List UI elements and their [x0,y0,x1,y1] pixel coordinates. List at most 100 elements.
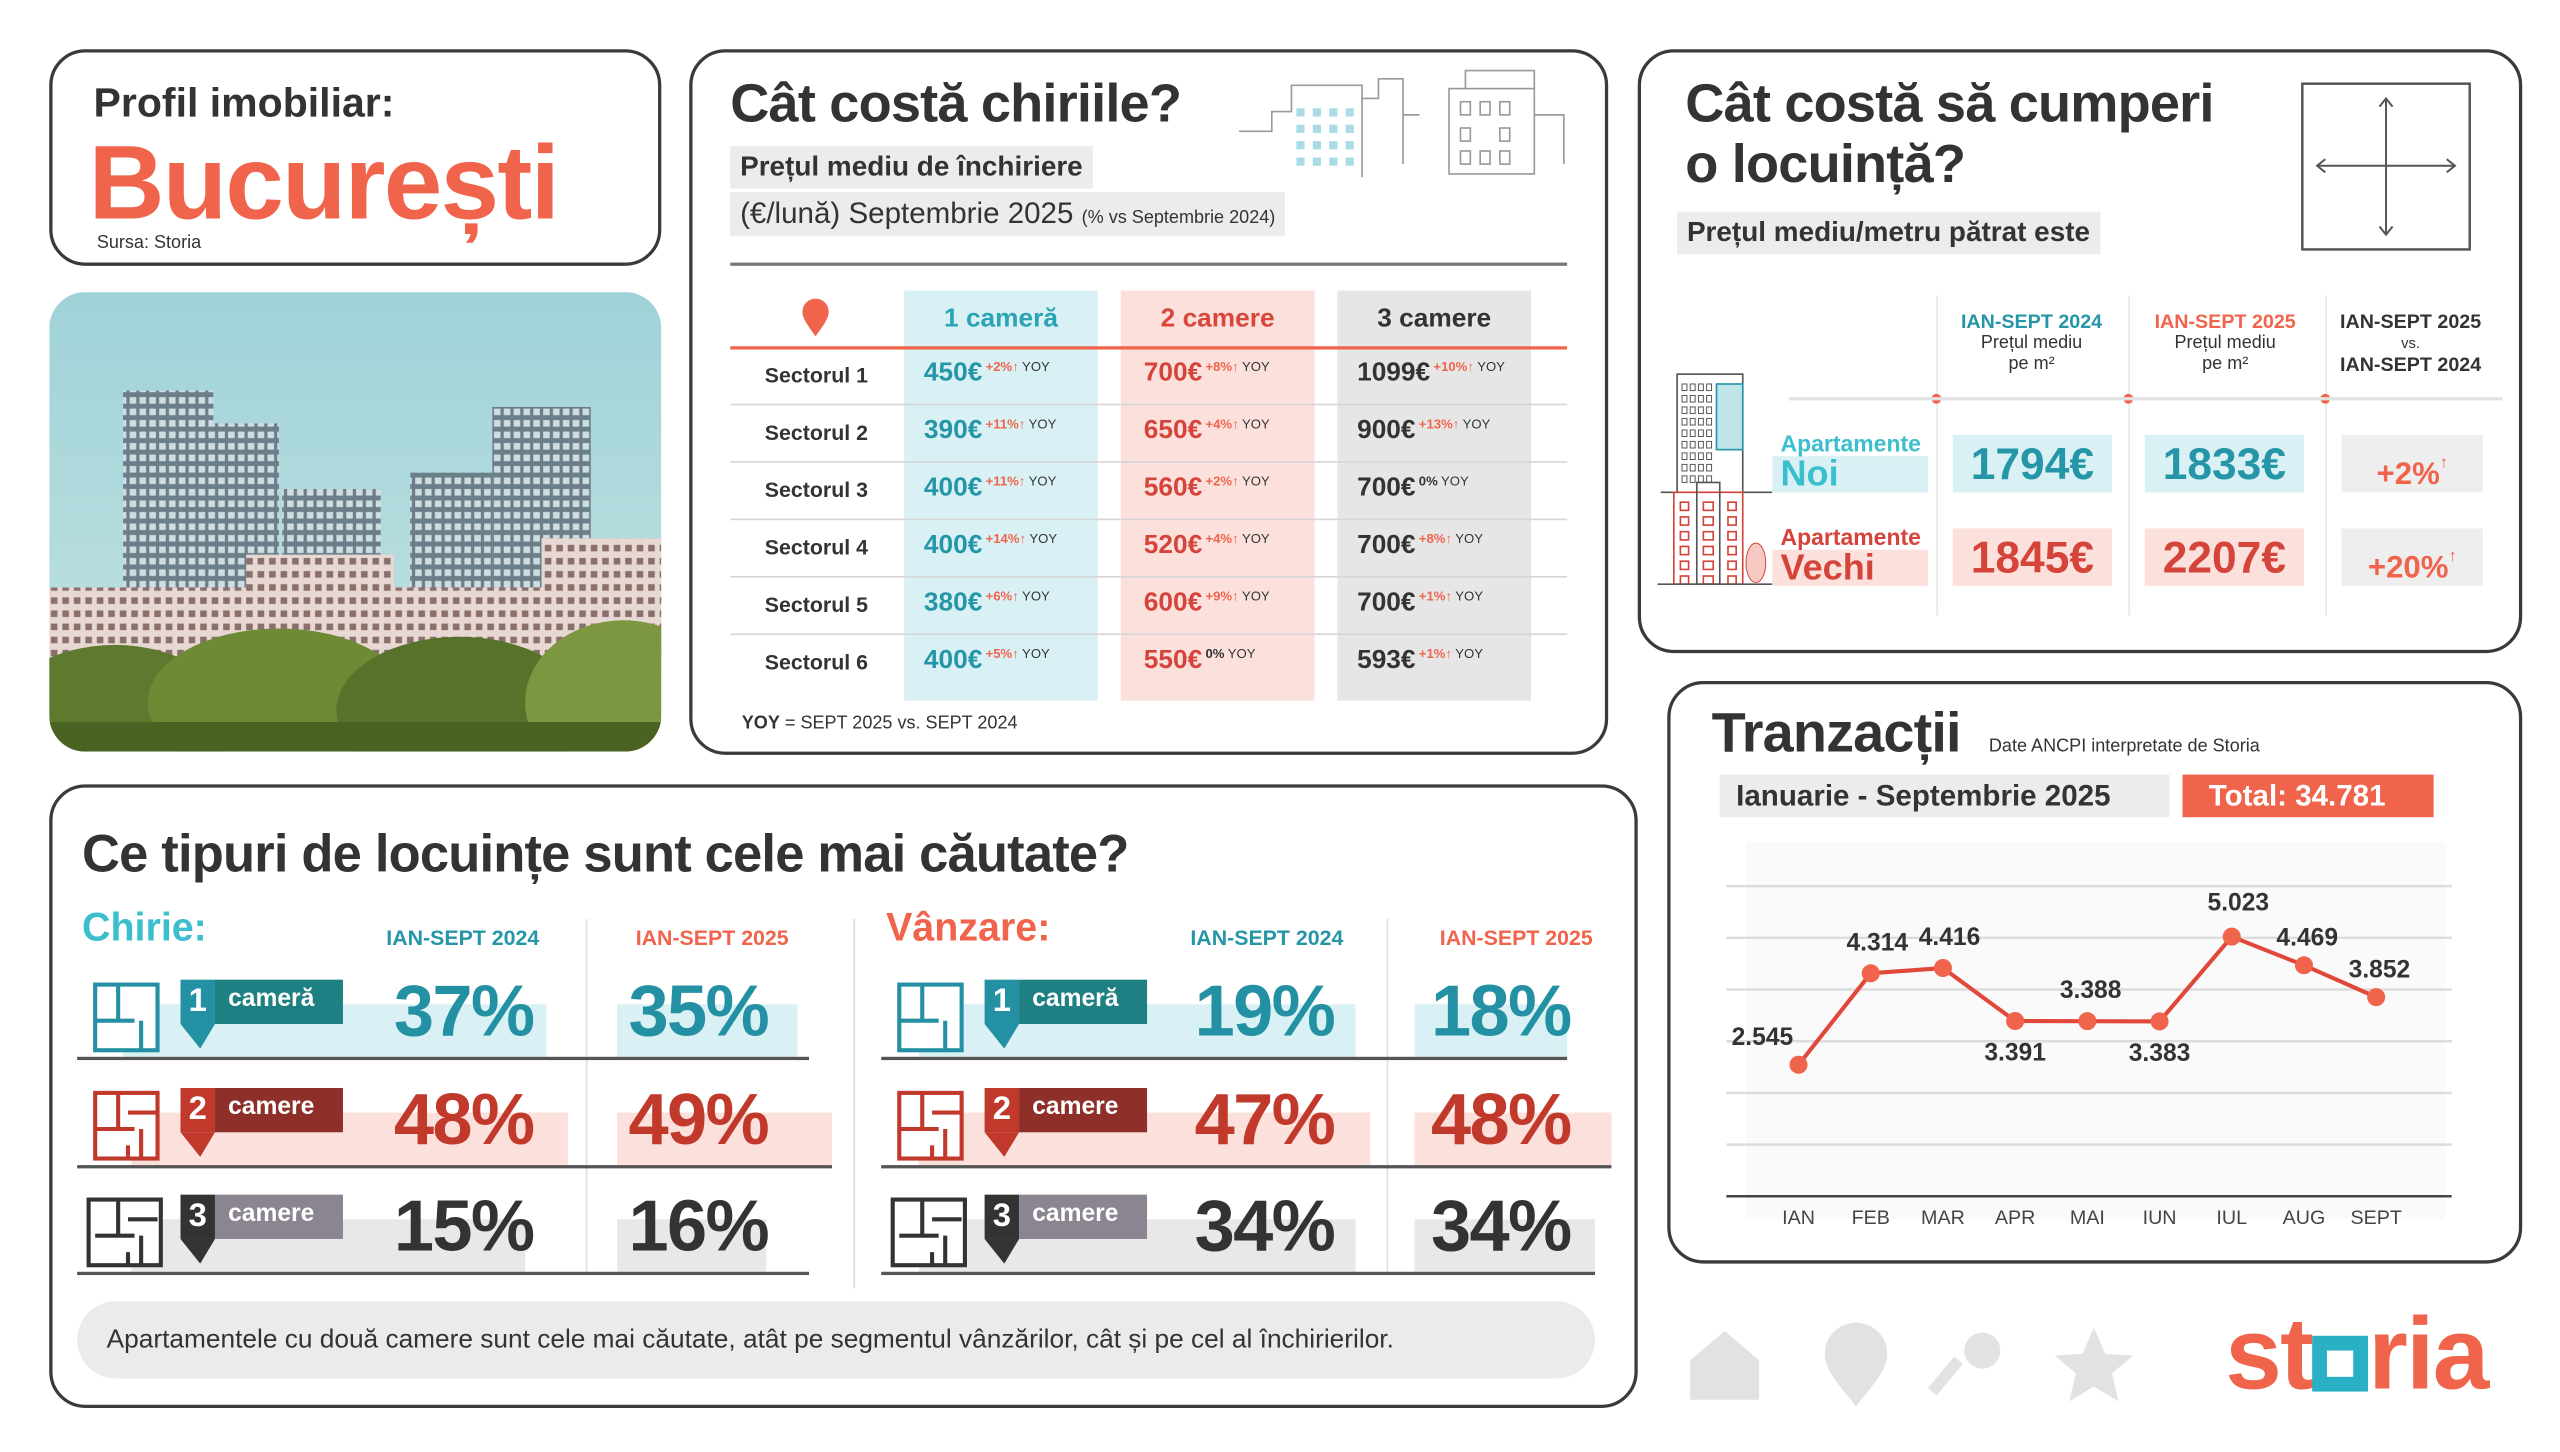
floor-plan-icon [897,982,964,1053]
buildings-illustration [1238,69,1565,178]
price-cell: 390€ +11%↑ YOY [924,417,1057,447]
room-count: 3 [984,1194,1020,1239]
share-2025: 35% [628,971,770,1052]
x-tick-label: MAI [2070,1207,2105,1229]
price-cell: 900€ +13%↑ YOY [1357,417,1490,447]
city-photo [49,292,662,752]
yoy-label: YOY [1028,474,1057,490]
price-value: 1099€ [1357,359,1431,388]
apartment-type-top: Apartamente [1780,429,1921,457]
rent-subtitle-note: (% vs Septembrie 2024) [1081,208,1276,229]
room-count: 1 [180,979,215,1024]
header-line2: pe m² [2202,354,2249,375]
data-point [1861,964,1880,983]
price-cell: 400€ +11%↑ YOY [924,474,1057,504]
price-cell: 400€ +5%↑ YOY [924,647,1050,677]
room-label: camere [1019,1194,1148,1239]
col-header-2025: IAN-SEPT 2025 [1439,925,1593,951]
buy-title-line1: Cât costă să cumperi [1685,72,2214,133]
price-cell: 1099€ +10%↑ YOY [1357,359,1505,389]
change-value: +1%↑ [1418,646,1453,662]
section-title: Vânzare: [886,905,1051,951]
highlight-bar [1414,1219,1596,1272]
floor-plan-icon [93,982,160,1053]
yoy-label: YOY [1022,589,1050,604]
x-tick-label: SEPT [2350,1207,2401,1229]
price-value: 450€ [923,359,983,388]
price-value: 520€ [1143,531,1203,560]
yoy-label: YOY [1455,531,1484,547]
header-line1: Prețul mediu [2174,333,2276,353]
price-value: 380€ [923,589,983,618]
row-separator [730,403,1568,406]
change-value: 0% [1205,646,1225,662]
price-cell: 450€ +2%↑ YOY [924,359,1050,389]
yoy-label: YOY [1477,359,1505,375]
profile-panel: Profil imobiliar: București Sursa: Stori… [49,49,662,266]
room-label: camere [1019,1087,1148,1133]
x-tick-label: IUL [2216,1207,2247,1229]
change-value: +11%↑ [985,474,1026,490]
column-divider [2128,295,2131,616]
yoy-label: YOY [1241,589,1270,604]
price-cell: 700€ +1%↑ YOY [1357,589,1483,619]
room-label: camere [214,1194,343,1239]
x-tick-label: APR [1995,1207,2035,1229]
data-label: 4.416 [1919,924,1981,951]
x-tick-label: MAR [1921,1207,1965,1229]
tag-tail [984,1023,1020,1049]
price-value: 700€ [1357,474,1416,503]
price-value: 900€ [1357,416,1416,445]
sector-label: Sectorul 5 [764,592,868,618]
data-label: 3.852 [2349,956,2411,983]
col-header-3: 3 camere [1377,305,1492,334]
data-label: 2.545 [1732,1024,1794,1051]
highlight-bar [617,1219,767,1272]
transactions-line-chart: 2.545 IAN 4.314 FEB 4.416 MAR 3.391 APR 3.388 MAI… [1726,841,2452,1229]
tag-tail [180,1132,215,1157]
transactions-period: Ianuarie - Septembrie 2025 [1719,774,2170,818]
sector-label: Sectorul 3 [764,477,868,503]
price-value: 650€ [1143,416,1203,445]
tag-tail [180,1238,215,1264]
share-2025: 34% [1430,1186,1572,1267]
row-line [77,1056,810,1061]
column-divider [2325,295,2327,616]
change-value: +2%↑ [985,359,1019,375]
price-2024: 1794€ [1952,434,2112,493]
price-2025: 2207€ [2144,528,2304,586]
price-cell: 600€ +9%↑ YOY [1144,589,1270,619]
apartment-type-top: Apartamente [1780,523,1921,550]
up-arrow-icon: ↑ [2448,548,2457,567]
row-separator [730,575,1568,578]
yoy-label: YOY [1029,531,1058,547]
room-tag: 1 cameră [180,979,343,1049]
change-value: +1%↑ [1418,589,1453,604]
transactions-source: Date ANCPI interpretate de Storia [1988,736,2260,757]
header-line [1788,397,2503,401]
sector-label: Sectorul 2 [764,420,868,445]
share-2025: 49% [628,1079,770,1161]
column-divider [1386,918,1389,1272]
share-2024: 48% [393,1079,535,1161]
change-value: +8%↑ [1418,531,1453,547]
data-point [2367,988,2386,1007]
price-cell: 650€ +4%↑ YOY [1144,417,1270,447]
room-count: 3 [180,1194,215,1239]
price-cell: 380€ +6%↑ YOY [924,589,1050,619]
change-value: +13%↑ [1418,416,1460,432]
row-line [77,1271,810,1276]
col-header-1: 1 cameră [944,305,1058,334]
sector-label: Sectorul 6 [764,649,868,675]
row-line [881,1056,1568,1061]
change-value: +5%↑ [985,646,1019,662]
data-point [2006,1011,2025,1031]
house-icon [1690,1330,1760,1400]
row-separator [730,633,1568,636]
row-separator [730,461,1568,463]
footnote-key: YOY [741,713,780,734]
change-value: +4%↑ [1205,531,1239,547]
column-divider [585,918,588,1272]
column-divider [1936,295,1939,616]
